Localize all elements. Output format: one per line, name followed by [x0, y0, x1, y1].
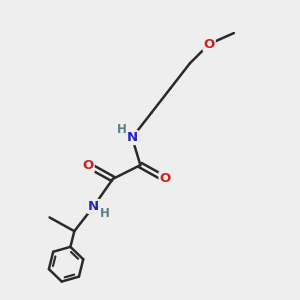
Text: N: N	[127, 131, 138, 144]
Text: O: O	[203, 38, 215, 51]
Text: H: H	[117, 123, 127, 136]
Text: O: O	[82, 159, 94, 172]
Text: H: H	[100, 207, 110, 220]
Text: O: O	[160, 172, 171, 185]
Text: N: N	[88, 200, 99, 213]
